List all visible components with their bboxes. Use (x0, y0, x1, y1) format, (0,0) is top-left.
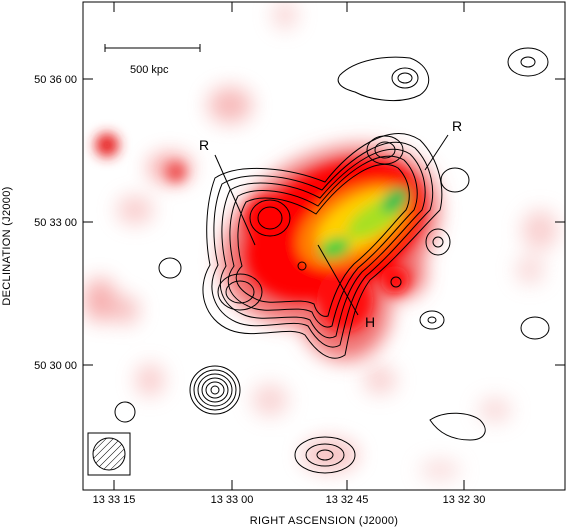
plot-frame (82, 1, 566, 491)
y-axis-label: DECLINATION (J2000) (1, 186, 13, 305)
y-tick-label: 50 30 00 (34, 360, 77, 372)
beam-marker (87, 432, 131, 476)
y-tick-labels: 50 36 00 50 33 00 50 30 00 (34, 74, 77, 372)
x-tick-label: 13 32 30 (443, 494, 486, 506)
scale-bar-label: 500 kpc (130, 64, 169, 76)
radio-contours (114, 47, 550, 474)
x-tick-label: 13 32 45 (326, 494, 369, 506)
x-tick-label: 13 33 00 (211, 494, 254, 506)
scale-bar: 500 kpc (104, 44, 201, 76)
xray-image (83, 2, 565, 490)
x-tick-labels: 13 33 15 13 33 00 13 32 45 13 32 30 (93, 494, 486, 506)
x-tick-label: 13 33 15 (93, 494, 136, 506)
annotation-relic-right: R (452, 118, 462, 134)
y-tick-label: 50 33 00 (34, 217, 77, 229)
annotation-relic-left: R (199, 137, 209, 153)
annotations: R R H (199, 118, 462, 330)
x-axis-label: RIGHT ASCENSION (J2000) (250, 515, 399, 527)
y-tick-label: 50 36 00 (34, 74, 77, 86)
annotation-halo: H (365, 314, 375, 330)
